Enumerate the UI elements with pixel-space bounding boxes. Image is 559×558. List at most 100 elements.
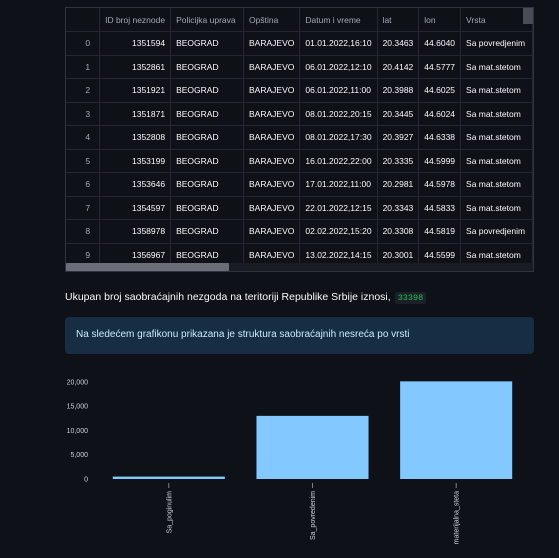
row-municipality-cell: BARAJEVO — [243, 219, 301, 244]
row-lat-cell: 20.3343 — [377, 196, 420, 220]
row-id-cell: 1353646 — [99, 172, 172, 197]
row-type-cell: Sa povredjenim — [460, 31, 533, 56]
table-row[interactable]: 2 1351921 BEOGRAD BARAJEVO 06.01.2022,11:00 2… — [66, 78, 533, 103]
row-type-cell: Sa mat.stetom — [460, 149, 533, 173]
table-row[interactable]: 6 1353646 BEOGRAD BARAJEVO 17.01.2022,11:00 2… — [66, 172, 533, 197]
row-lon-cell: 44.6025 — [418, 78, 462, 103]
row-municipality-cell: BARAJEVO — [243, 31, 301, 56]
row-municipality-cell: BARAJEVO — [243, 196, 301, 220]
row-lat-cell: 20.2981 — [377, 172, 420, 197]
row-type-cell: Sa mat.stetom — [460, 125, 533, 150]
row-id-cell: 1351871 — [99, 102, 172, 126]
table-horizontal-scrollbar[interactable] — [66, 263, 533, 271]
row-type-cell: Sa mat.stetom — [460, 55, 533, 79]
row-lon-cell: 44.5833 — [418, 196, 462, 220]
y-tick-label: 5,000 — [70, 452, 88, 459]
table-row[interactable]: 5 1353199 BEOGRAD BARAJEVO 16.01.2022,22:00 2… — [66, 149, 533, 173]
row-lon-cell: 44.5819 — [418, 219, 462, 244]
y-tick-label: 15,000 — [67, 404, 89, 411]
row-police-cell: BEOGRAD — [170, 172, 245, 197]
row-lat-cell: 20.3335 — [377, 149, 420, 173]
row-police-cell: BEOGRAD — [170, 196, 245, 220]
row-type-cell: Sa mat.stetom — [460, 172, 533, 197]
table-header-row: ID broj neznode Policijka uprava Opština… — [66, 8, 533, 32]
row-police-cell: BEOGRAD — [170, 31, 245, 56]
row-datetime-cell: 02.02.2022,15:20 — [299, 219, 378, 244]
column-header-police[interactable]: Policijka uprava — [170, 8, 245, 32]
row-datetime-cell: 01.01.2022,16:10 — [299, 31, 378, 56]
x-tick-label: materijalna_steta — [454, 491, 461, 544]
row-index-cell: 7 — [66, 196, 101, 220]
column-header-municipality[interactable]: Opština — [243, 8, 301, 32]
info-alert-text: Na sledećem grafikonu prikazana je struk… — [76, 329, 410, 340]
row-municipality-cell: BARAJEVO — [243, 149, 301, 173]
x-tick-label: Sa_povredenim — [310, 491, 317, 540]
scrollbar-thumb[interactable] — [66, 263, 229, 271]
row-datetime-cell: 16.01.2022,22:00 — [299, 149, 378, 173]
row-index-cell: 1 — [66, 55, 101, 79]
row-lon-cell: 44.5999 — [418, 149, 462, 173]
row-datetime-cell: 06.01.2022,11:00 — [299, 78, 378, 103]
row-lon-cell: 44.6024 — [418, 102, 462, 126]
row-police-cell: BEOGRAD — [170, 149, 245, 173]
column-header-lat[interactable]: lat — [377, 8, 420, 32]
row-id-cell: 1353199 — [99, 149, 172, 173]
info-alert: Na sledećem grafikonu prikazana je struk… — [65, 317, 534, 354]
row-lat-cell: 20.3927 — [377, 125, 420, 150]
row-lat-cell: 20.3988 — [377, 78, 420, 103]
column-header-datetime[interactable]: Datum i vreme — [299, 8, 378, 32]
row-index-cell: 2 — [66, 78, 101, 103]
row-lat-cell: 20.3463 — [377, 31, 420, 56]
row-type-cell: Sa mat.stetom — [460, 78, 533, 103]
row-lat-cell: 20.3445 — [377, 102, 420, 126]
table-row[interactable]: 4 1352808 BEOGRAD BARAJEVO 08.01.2022,17:30 2… — [66, 125, 533, 150]
row-id-cell: 1352861 — [99, 55, 172, 79]
row-datetime-cell: 08.01.2022,17:30 — [299, 125, 378, 150]
row-police-cell: BEOGRAD — [170, 125, 245, 150]
table-row[interactable]: 0 1351594 BEOGRAD BARAJEVO 01.01.2022,16:10 2… — [66, 31, 533, 56]
row-lat-cell: 20.3308 — [377, 219, 420, 244]
row-type-cell: Sa mat.stetom — [460, 196, 533, 220]
row-datetime-cell: 08.01.2022,20:15 — [299, 102, 378, 126]
row-id-cell: 1351921 — [99, 78, 172, 103]
row-id-cell: 1354597 — [99, 196, 172, 220]
row-index-cell: 8 — [66, 219, 101, 244]
data-table[interactable]: ID broj neznode Policijka uprava Opština… — [65, 7, 534, 272]
x-tick-label: Sa_poginulim — [166, 491, 173, 534]
row-id-cell: 1358978 — [99, 219, 172, 244]
column-header-id[interactable]: ID broj neznode — [99, 8, 172, 32]
row-lat-cell: 20.4142 — [377, 55, 420, 79]
table-row[interactable]: 8 1358978 BEOGRAD BARAJEVO 02.02.2022,15:20 2… — [66, 219, 533, 244]
row-index-cell: 6 — [66, 172, 101, 197]
row-municipality-cell: BARAJEVO — [243, 172, 301, 197]
row-lon-cell: 44.5777 — [418, 55, 462, 79]
table-row[interactable]: 7 1354597 BEOGRAD BARAJEVO 22.01.2022,12:15 2… — [66, 196, 533, 220]
row-police-cell: BEOGRAD — [170, 55, 245, 79]
row-id-cell: 1352808 — [99, 125, 172, 150]
total-accidents-line: Ukupan broj saobraćajnih nezgoda na teri… — [65, 291, 427, 304]
column-header-lon[interactable]: lon — [418, 8, 462, 32]
bar-materijalna_steta[interactable] — [400, 381, 513, 479]
table-row[interactable]: 1 1352861 BEOGRAD BARAJEVO 06.01.2022,12:10 2… — [66, 55, 533, 79]
row-index-cell: 4 — [66, 125, 101, 150]
row-municipality-cell: BARAJEVO — [243, 55, 301, 79]
row-type-cell: Sa mat.stetom — [460, 102, 533, 126]
y-tick-label: 0 — [84, 477, 88, 484]
row-municipality-cell: BARAJEVO — [243, 102, 301, 126]
accident-type-bar-chart: 0 5,000 10,000 15,000 20,000 Sa_poginulim Sa_p… — [0, 364, 559, 558]
table-row[interactable]: 3 1351871 BEOGRAD BARAJEVO 08.01.2022,20:15 2… — [66, 102, 533, 126]
row-datetime-cell: 17.01.2022,11:00 — [299, 172, 378, 197]
row-index-cell: 0 — [66, 31, 101, 56]
row-id-cell: 1351594 — [99, 31, 172, 56]
bar-Sa_poginulim[interactable] — [112, 476, 225, 479]
table-grid: ID broj neznode Policijka uprava Opština… — [66, 8, 533, 267]
column-header-type[interactable]: Vrsta — [460, 8, 533, 32]
row-datetime-cell: 22.01.2022,12:15 — [299, 196, 378, 220]
row-police-cell: BEOGRAD — [170, 219, 245, 244]
column-header-index[interactable] — [66, 8, 101, 32]
row-index-cell: 3 — [66, 102, 101, 126]
table-vertical-scrollbar[interactable] — [523, 8, 533, 24]
row-type-cell: Sa povredjenim — [460, 219, 533, 244]
bar-Sa_povredenim[interactable] — [256, 415, 369, 479]
row-municipality-cell: BARAJEVO — [243, 125, 301, 150]
